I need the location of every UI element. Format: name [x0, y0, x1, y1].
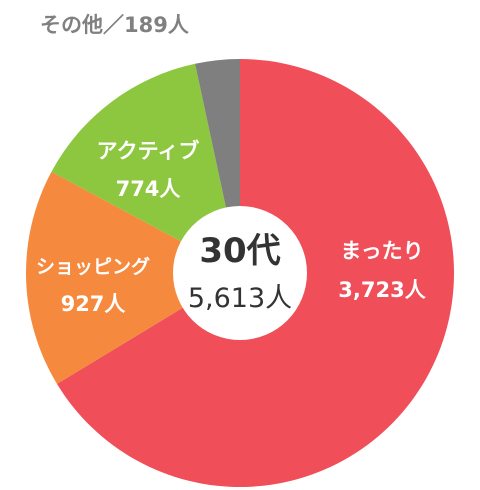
center-total: 5,613人 [188, 283, 292, 314]
slice-label-relaxed-value: 3,723人 [338, 278, 425, 302]
other-outside-label: その他／189人 [40, 13, 189, 37]
slice-label-relaxed-name: まったり [340, 239, 423, 263]
slice-label-active-value: 774人 [116, 177, 181, 201]
slice-2 [51, 63, 240, 274]
slice-label-shopping-name: ショッピング [36, 255, 150, 278]
slice-1 [25, 171, 240, 384]
slice-label-shopping-value: 927人 [61, 292, 126, 316]
center-title: 30代 [199, 231, 280, 271]
center-hole [173, 206, 307, 340]
slice-label-active-name: アクティブ [97, 139, 200, 163]
